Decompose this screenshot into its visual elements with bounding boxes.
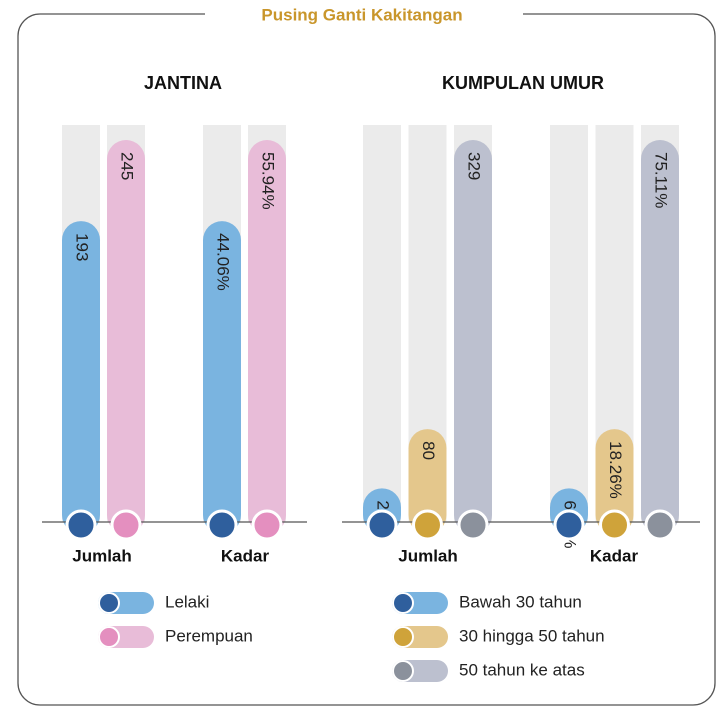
value-label: 75.11% (652, 152, 671, 208)
series-dot (110, 509, 142, 541)
page-title: Pusing Ganti Kakitangan (261, 5, 462, 24)
category-label: Kadar (221, 546, 270, 565)
legend-label: 30 hingga 50 tahun (459, 626, 605, 645)
legend-label: Bawah 30 tahun (459, 592, 582, 611)
value-label: 245 (118, 152, 137, 180)
series-dot (206, 509, 238, 541)
series-dot (553, 509, 585, 541)
value-label: 44.06% (214, 233, 233, 291)
chart-title: KUMPULAN UMUR (442, 73, 604, 93)
legend-label: Lelaki (165, 592, 209, 611)
legend-dot (392, 660, 414, 682)
category-label: Jumlah (398, 546, 458, 565)
legend-dot (98, 592, 120, 614)
legend-dot (392, 592, 414, 614)
value-label: 329 (465, 152, 484, 180)
bar (248, 140, 286, 534)
series-dot (251, 509, 283, 541)
category-label: Kadar (590, 546, 639, 565)
bar (641, 140, 679, 534)
value-label: 55.94% (259, 152, 278, 210)
bar (454, 140, 492, 534)
value-label: 18.26% (606, 441, 625, 499)
bar (107, 140, 145, 534)
bar-track (363, 125, 401, 522)
chart-title: JANTINA (144, 73, 222, 93)
bar (203, 221, 241, 534)
series-dot (644, 509, 676, 541)
series-dot (457, 509, 489, 541)
legend-label: 50 tahun ke atas (459, 660, 585, 679)
legend-label: Perempuan (165, 626, 253, 645)
legend-dot (98, 626, 120, 648)
series-dot (65, 509, 97, 541)
bar (408, 429, 447, 534)
series-dot (412, 509, 443, 541)
value-label: 80 (419, 441, 438, 460)
value-label: 193 (73, 233, 92, 261)
title-backdrop (205, 4, 523, 28)
bar-track (550, 125, 588, 522)
bar (595, 429, 634, 534)
legend-dot (392, 626, 414, 648)
series-dot (366, 509, 398, 541)
bar (62, 221, 100, 534)
category-label: Jumlah (72, 546, 132, 565)
series-dot (599, 509, 630, 541)
